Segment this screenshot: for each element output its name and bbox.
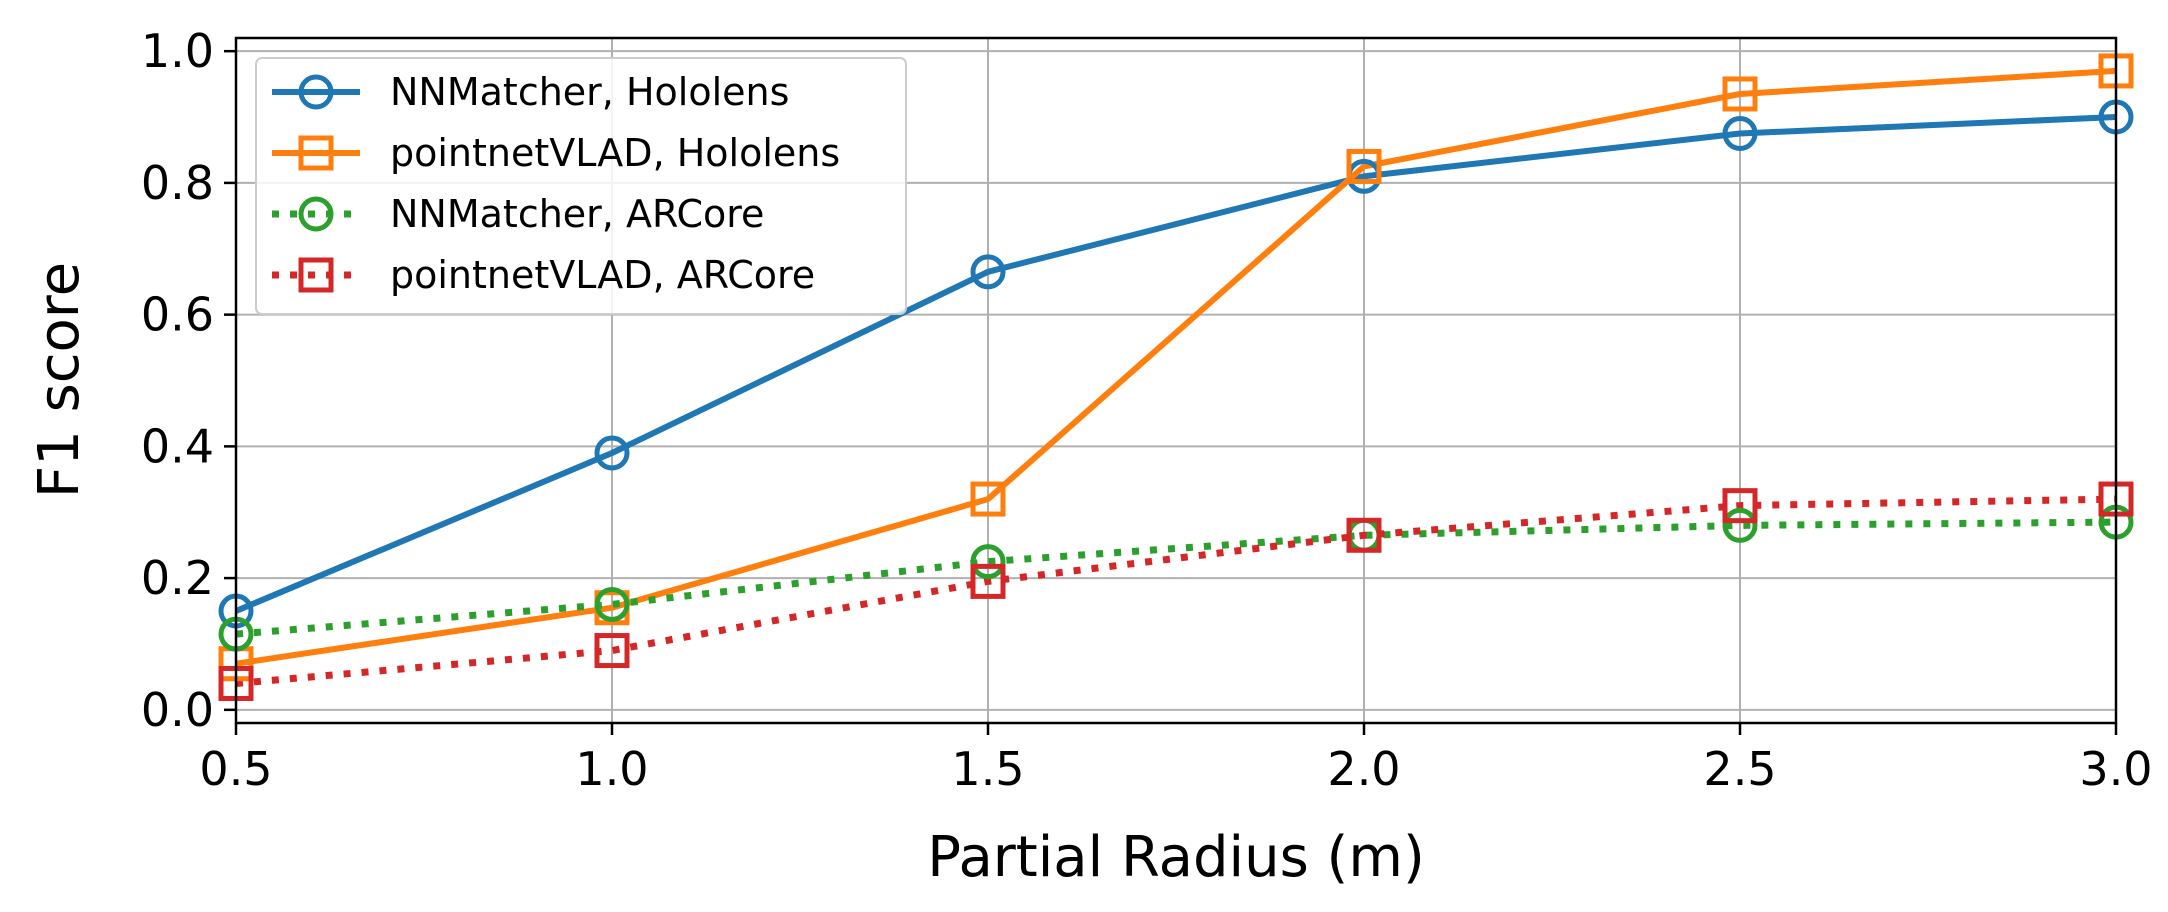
data-point-marker bbox=[970, 481, 1006, 517]
y-tick-label: 0.6 bbox=[141, 288, 214, 342]
data-point-marker bbox=[970, 254, 1006, 290]
x-tick-label: 2.5 bbox=[1703, 742, 1776, 796]
y-tick-label: 0.0 bbox=[141, 683, 214, 737]
data-point-marker bbox=[1722, 116, 1758, 152]
series-line-1 bbox=[236, 114, 2116, 614]
data-point-marker bbox=[1722, 507, 1758, 543]
y-tick-label: 0.8 bbox=[141, 156, 214, 210]
plot-frame bbox=[234, 36, 2118, 725]
y-axis-title: F1 score bbox=[27, 262, 92, 498]
y-tick-label: 1.0 bbox=[141, 24, 214, 78]
data-point-marker bbox=[594, 586, 630, 622]
legend-label-2: pointnetVLAD, Hololens bbox=[390, 131, 840, 175]
series-group bbox=[236, 67, 2116, 687]
x-tick-label: 1.5 bbox=[951, 742, 1024, 796]
legend-label-4: pointnetVLAD, ARCore bbox=[390, 253, 815, 297]
series-line-3 bbox=[236, 518, 2116, 638]
legend-label-1: NNMatcher, Hololens bbox=[390, 70, 789, 114]
data-point-marker bbox=[970, 563, 1006, 599]
data-point-marker bbox=[1346, 517, 1382, 553]
x-tick-label: 1.0 bbox=[575, 742, 648, 796]
x-axis-title: Partial Radius (m) bbox=[927, 825, 1425, 890]
x-tick-label: 2.0 bbox=[1327, 742, 1400, 796]
legend-marker-4 bbox=[298, 257, 334, 293]
data-point-marker bbox=[1722, 76, 1758, 112]
legend-marker-1 bbox=[298, 74, 334, 110]
x-tick-label: 0.5 bbox=[199, 742, 272, 796]
data-point-marker bbox=[1346, 148, 1382, 184]
y-tick-label: 0.2 bbox=[141, 551, 214, 605]
data-point-marker bbox=[594, 633, 630, 669]
legend-marker-3 bbox=[298, 196, 334, 232]
data-point-marker bbox=[970, 544, 1006, 580]
data-point-marker bbox=[594, 435, 630, 471]
data-point-marker bbox=[1722, 488, 1758, 524]
series-markers-4 bbox=[218, 481, 2134, 701]
legend: NNMatcher, Hololens pointnetVLAD, Hololen… bbox=[255, 57, 907, 315]
legend-marker-2 bbox=[298, 135, 334, 171]
series-line-2 bbox=[236, 67, 2116, 667]
x-tick-label: 3.0 bbox=[2079, 742, 2152, 796]
legend-box bbox=[255, 57, 907, 315]
legend-label-3: NNMatcher, ARCore bbox=[390, 192, 764, 236]
y-tick-label: 0.4 bbox=[141, 419, 214, 473]
tick-group: 0.5 1.0 1.5 2.0 2.5 3.0 0.0 0.2 0.4 0.6 0.8 1.0 bbox=[141, 24, 2153, 796]
